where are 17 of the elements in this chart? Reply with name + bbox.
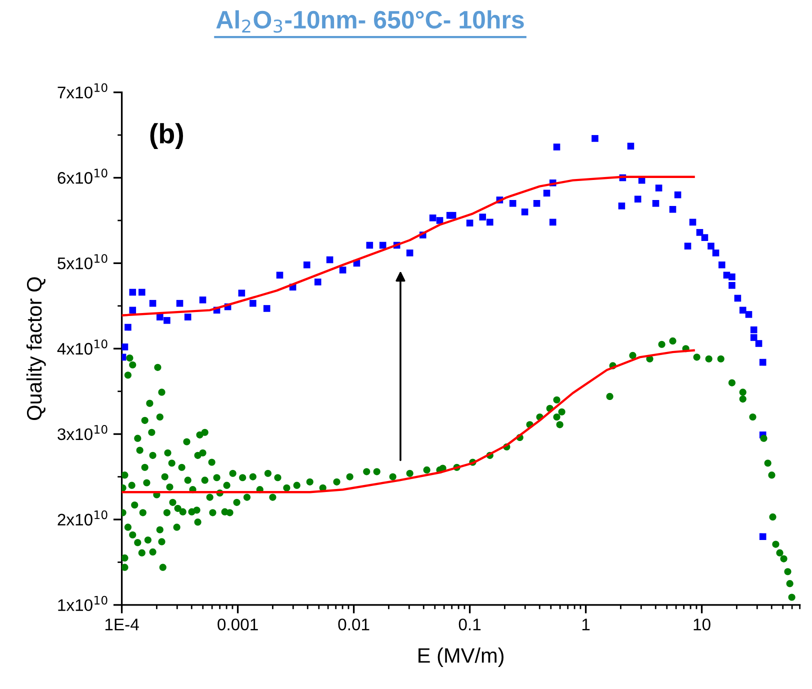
y-tick-label: 4x10$^{10}$ [57, 340, 108, 355]
x-tick-label: 0.1 [458, 618, 481, 630]
y-tick-label: 7x10$^{10}$ [58, 83, 108, 98]
x-tick-label: 0.01 [338, 618, 370, 630]
x-tick-label: 10 [694, 618, 710, 630]
y-tick-label: 6x10$^{10}$ [58, 168, 108, 184]
y-tick-label: 5x10$^{10}$ [58, 254, 108, 270]
chart-title: Al$_{2}$O$_{3}$-10nm- 650°C- 10hrs [216, 10, 524, 33]
y-axis-title: Quality factor Q [26, 277, 46, 420]
x-axis-title: E (MV/m) [418, 648, 504, 667]
y-tick-label: 1x10$^{10}$ [58, 596, 108, 612]
y-tick-label: 3x10$^{10}$ [58, 424, 108, 440]
x-tick-label: 0.001 [218, 618, 258, 630]
y-tick-label: 2x10$^{10}$ [58, 510, 108, 526]
annotation: (b) [150, 123, 184, 149]
x-tick-label: 1 [582, 618, 590, 630]
x-tick-label: 1E-4 [105, 618, 139, 630]
